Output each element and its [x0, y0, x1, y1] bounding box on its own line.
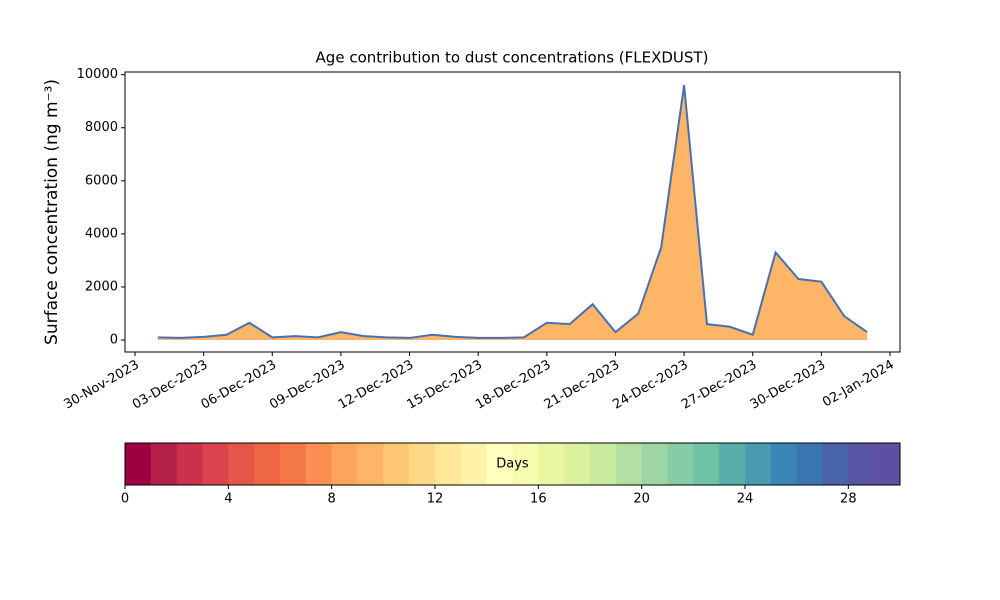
colorbar-swatch: [305, 443, 333, 485]
colorbar-swatch: [770, 443, 798, 485]
y-tick-label: 8000: [85, 120, 118, 135]
colorbar-swatch: [641, 443, 668, 485]
colorbar-swatch: [125, 443, 152, 485]
x-tick-label: 27-Dec-2023: [679, 358, 759, 413]
colorbar-tick-label: 16: [530, 492, 547, 507]
colorbar-tick-label: 0: [121, 492, 129, 507]
colorbar-swatch: [538, 443, 565, 485]
colorbar-swatch: [719, 443, 746, 485]
y-tick-label: 4000: [85, 226, 118, 241]
colorbar-swatch: [228, 443, 255, 485]
colorbar-swatch: [874, 443, 901, 485]
colorbar-swatch: [796, 443, 823, 485]
x-tick-label: 15-Dec-2023: [405, 358, 485, 413]
colorbar-swatch: [667, 443, 694, 485]
plot-frame: [124, 71, 901, 353]
x-tick-label: 30-Dec-2023: [748, 358, 828, 413]
colorbar-swatch: [280, 443, 307, 485]
colorbar-swatch: [409, 443, 436, 485]
colorbar-swatch: [486, 443, 513, 485]
colorbar-swatch: [615, 443, 643, 485]
colorbar-swatch: [202, 443, 229, 485]
y-tick-label: 2000: [85, 279, 118, 294]
colorbar-swatch: [176, 443, 203, 485]
colorbar-swatch: [693, 443, 720, 485]
x-tick-label: 06-Dec-2023: [199, 358, 279, 413]
colorbar-tick-label: 24: [737, 492, 754, 507]
colorbar-label: Days: [496, 457, 529, 472]
colorbar-swatch: [848, 443, 875, 485]
colorbar-swatch: [822, 443, 849, 485]
chart-title: Age contribution to dust concentrations …: [316, 49, 709, 67]
x-tick-label: 02-Jan-2024: [820, 358, 897, 411]
colorbar-swatch: [460, 443, 488, 485]
colorbar-swatch: [564, 443, 591, 485]
colorbar-swatch: [590, 443, 617, 485]
colorbar-tick-label: 28: [840, 492, 857, 507]
area-fill: [157, 85, 868, 341]
x-tick-label: 03-Dec-2023: [130, 358, 210, 413]
colorbar-swatch: [383, 443, 410, 485]
y-axis-label: Surface concentration (ng m⁻³): [42, 79, 62, 345]
colorbar-swatch: [150, 443, 178, 485]
colorbar-tick-label: 20: [633, 492, 650, 507]
colorbar-swatch: [745, 443, 772, 485]
y-tick-label: 6000: [85, 173, 118, 188]
x-tick-label: 21-Dec-2023: [542, 358, 622, 413]
y-tick-label: 0: [110, 333, 118, 348]
colorbar-swatch: [357, 443, 384, 485]
colorbar-tick-label: 12: [427, 492, 444, 507]
colorbar-swatch: [331, 443, 358, 485]
x-tick-label: 12-Dec-2023: [336, 358, 416, 413]
colorbar-frame: [124, 442, 901, 486]
colorbar-swatch: [435, 443, 462, 485]
colorbar-swatch: [512, 443, 539, 485]
x-tick-label: 30-Nov-2023: [61, 358, 141, 413]
colorbar-tick-label: 4: [224, 492, 232, 507]
x-tick-label: 09-Dec-2023: [267, 358, 347, 413]
y-tick-label: 10000: [77, 67, 118, 82]
total-line: [157, 85, 868, 339]
colorbar-tick-label: 8: [328, 492, 336, 507]
colorbar-swatch: [254, 443, 281, 485]
x-tick-label: 18-Dec-2023: [473, 358, 553, 413]
x-tick-label: 24-Dec-2023: [610, 358, 690, 413]
